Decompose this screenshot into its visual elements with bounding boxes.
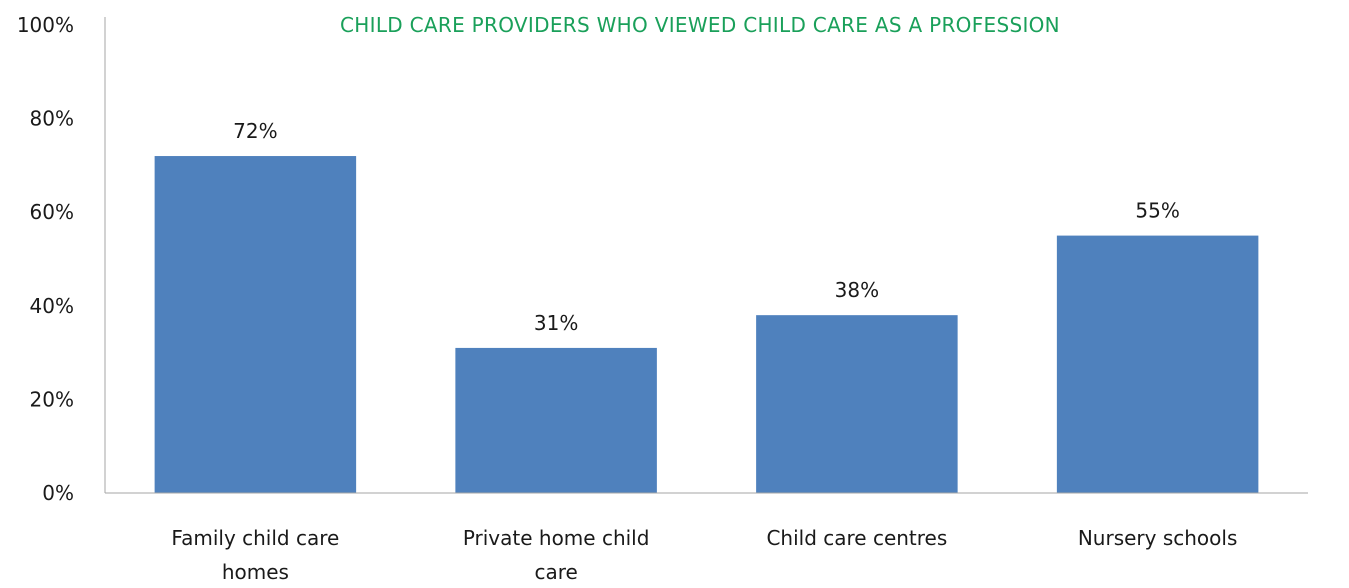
x-tick-label: Private home child care: [463, 526, 650, 584]
bar: [756, 315, 958, 493]
bar: [1056, 235, 1259, 493]
chart-title: CHILD CARE PROVIDERS WHO VIEWED CHILD CA…: [340, 13, 1060, 37]
y-tick-label: 20%: [30, 387, 74, 411]
y-axis: 0% 20% 40% 60% 80% 100%: [17, 13, 106, 505]
y-tick-label: 40%: [30, 294, 74, 318]
x-tick-label: Child care centres: [766, 526, 947, 550]
data-label: 72%: [233, 119, 277, 143]
y-tick-label: 0%: [42, 481, 74, 505]
x-tick-label: Nursery schools: [1078, 526, 1238, 550]
bar: [455, 347, 657, 493]
data-label: 31%: [534, 311, 578, 335]
x-axis: Family child care homes Private home child…: [105, 492, 1308, 584]
y-tick-label: 80%: [30, 107, 74, 131]
data-label: 55%: [1135, 199, 1179, 223]
data-label: 38%: [835, 278, 879, 302]
data-labels: 72% 31% 38% 55%: [233, 119, 1180, 335]
y-tick-label: 100%: [17, 13, 74, 37]
x-tick-label: Family child care homes: [171, 526, 339, 584]
bars: [154, 156, 1259, 494]
bar: [154, 156, 357, 494]
y-tick-label: 60%: [30, 200, 74, 224]
